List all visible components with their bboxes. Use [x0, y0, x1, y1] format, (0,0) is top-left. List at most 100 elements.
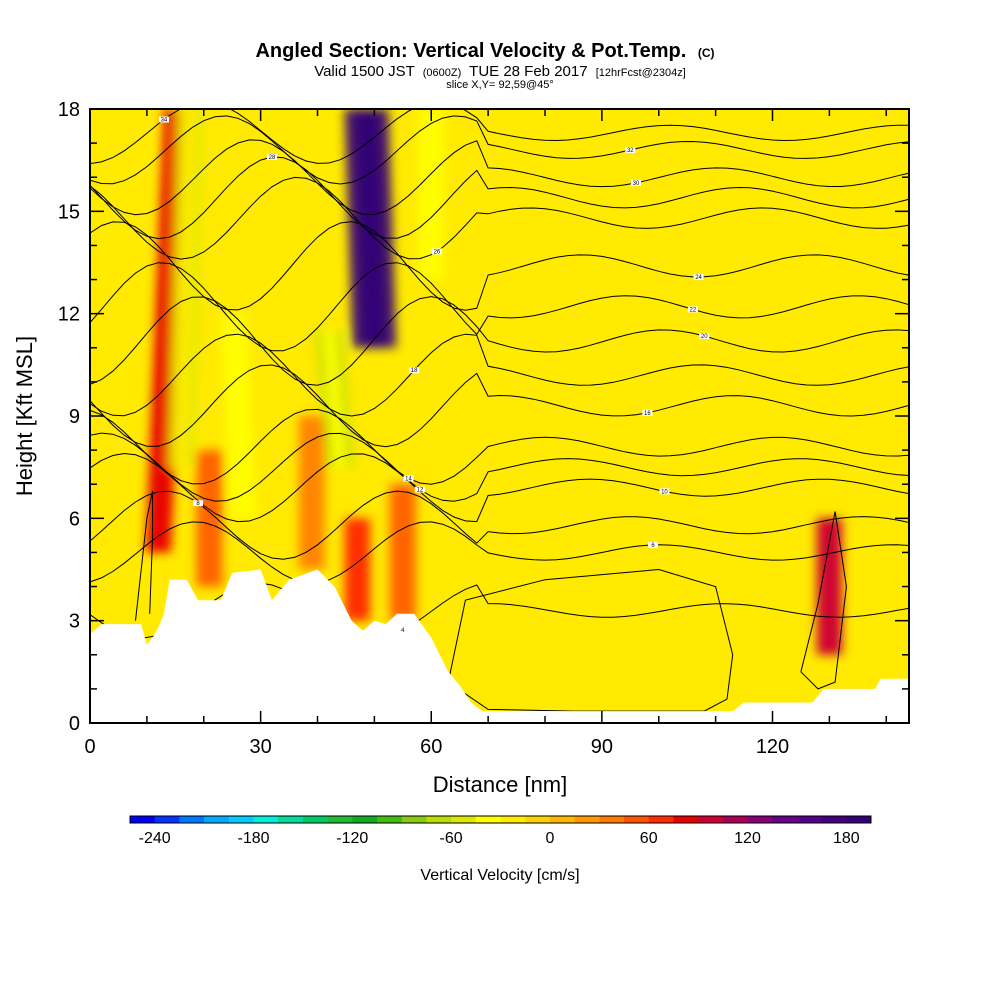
isentrope-label-bg [625, 146, 636, 153]
zero-velocity-contour [447, 568, 734, 712]
isentrope-label-bg [267, 153, 277, 160]
isentrope-label: 34 [161, 118, 168, 124]
colorbar-swatch [253, 816, 279, 823]
x-tick-label: 30 [250, 736, 272, 758]
colorbar-swatches [129, 815, 872, 824]
isentrope-label-bg [409, 367, 420, 374]
colorbar-swatch [722, 816, 748, 823]
valid-utc: (0600Z) [423, 67, 462, 79]
zero-velocity-contour [800, 511, 847, 690]
colorbar-swatch [204, 816, 230, 823]
isentrope-label-bg [414, 486, 425, 493]
colorbar-swatch [796, 816, 823, 823]
colorbar-swatch [179, 816, 205, 823]
colorbar-tick-label: 120 [734, 830, 761, 847]
colorbar-swatch [377, 816, 403, 823]
colorbar-swatch [698, 816, 724, 823]
velocity-plume [298, 416, 325, 570]
colorbar-swatch [846, 816, 872, 823]
colorbar-swatch [624, 816, 650, 823]
colorbar-tick-label: -120 [336, 830, 368, 847]
velocity-plume [196, 450, 223, 587]
y-tick-label: 3 [69, 611, 80, 633]
colorbar-swatch [451, 816, 477, 823]
isentrope-label: 6 [651, 543, 655, 549]
isentrope-label-bg [431, 248, 442, 255]
isentrope-line [90, 109, 909, 165]
velocity-plume-core [174, 109, 197, 468]
velocity-plume [623, 109, 649, 246]
isentrope-label: 28 [269, 155, 276, 161]
isentrope-line [90, 139, 909, 216]
isentrope-label: 24 [695, 275, 702, 281]
velocity-plume [389, 484, 416, 621]
x-tick-label: 60 [420, 736, 442, 758]
isentrope-label-bg [642, 409, 653, 416]
colorbar-swatch [426, 816, 452, 823]
isentrope-line [90, 364, 909, 448]
forecast-info: [12hrFcst@2304z] [596, 67, 686, 79]
colorbar-tick-label: -180 [237, 830, 269, 847]
colorbar-title: Vertical Velocity [cm/s] [420, 867, 579, 884]
svg-text:Angled Section: Vertical Veloc: Angled Section: Vertical Velocity & Pot.… [255, 40, 714, 62]
isentrope-label: 14 [405, 476, 412, 482]
y-tick-label: 12 [58, 304, 80, 326]
isentrope-line [90, 408, 909, 485]
isentrope-line [90, 296, 909, 386]
isentrope-label: 10 [661, 489, 668, 495]
isentrope-label: 20 [701, 334, 708, 340]
isentrope-line [90, 262, 909, 352]
isentrope-label-bg [631, 179, 641, 186]
x-tick-label: 120 [756, 736, 789, 758]
y-tick-label: 9 [69, 406, 80, 428]
velocity-plumes [145, 109, 843, 655]
colorbar-swatch [599, 816, 625, 823]
isentrope-label-bg [659, 488, 670, 495]
velocity-plume-core [350, 518, 364, 621]
isentrope-label-bg [403, 475, 414, 482]
isentrope-line [90, 490, 909, 560]
isentrope-line [90, 333, 909, 417]
chart-title: Angled Section: Vertical Velocity & Pot.… [255, 40, 686, 62]
y-axis-ticks: 0 3 6 9 12 15 18 [58, 99, 909, 735]
colorbar-swatch [549, 816, 576, 823]
colorbar-swatch [574, 816, 600, 823]
colorbar-tick-label: 0 [545, 830, 554, 847]
y-tick-label: 6 [69, 508, 80, 530]
colorbar-frame [129, 815, 872, 824]
colorbar-swatch [648, 816, 674, 823]
velocity-plume [418, 109, 445, 280]
colorbar-swatch [154, 816, 180, 823]
y-tick-label: 15 [58, 201, 80, 223]
valid-date: TUE 28 Feb 2017 [469, 63, 587, 80]
isentrope-line [90, 156, 909, 240]
isentrope-label-bg [193, 500, 204, 507]
terrain-mask [90, 569, 909, 723]
isentrope-line [90, 432, 909, 502]
x-tick-label: 0 [84, 736, 95, 758]
colorbar-ticks: -240 -180 -120 -60 0 60 120 180 [139, 830, 860, 847]
colorbar-swatch [278, 816, 304, 823]
svg-text:Valid 1500 JST (0600Z): Valid 1500 JST (0600Z) TUE 28 Feb 2017 [… [314, 63, 686, 80]
isentrope-label: 32 [627, 148, 634, 154]
isentrope-label: 4 [401, 628, 405, 634]
y-tick-label: 18 [58, 99, 80, 121]
isentrope-label: 30 [633, 181, 640, 187]
isentrope-line [90, 115, 909, 185]
isentrope-label: 18 [411, 368, 418, 374]
velocity-plume-core [822, 518, 836, 655]
colorbar-swatch [525, 816, 551, 823]
x-axis-ticks: 0 30 60 90 120 [84, 109, 887, 758]
isentrope-labels: 4 6 8 10 12 14 16 18 20 22 24 26 28 30 32 34 [158, 116, 710, 634]
isentrope-label-bg [158, 116, 169, 123]
colorbar-swatch [500, 816, 526, 823]
zero-velocity-contours [135, 490, 847, 712]
colorbar-swatch [747, 816, 773, 823]
isentrope-label: 26 [434, 249, 441, 255]
isentrope-label: 12 [417, 488, 424, 494]
colorbar-swatch [821, 816, 847, 823]
isentrope-label-bg [648, 541, 659, 548]
isentrope-label-bg [699, 333, 710, 340]
